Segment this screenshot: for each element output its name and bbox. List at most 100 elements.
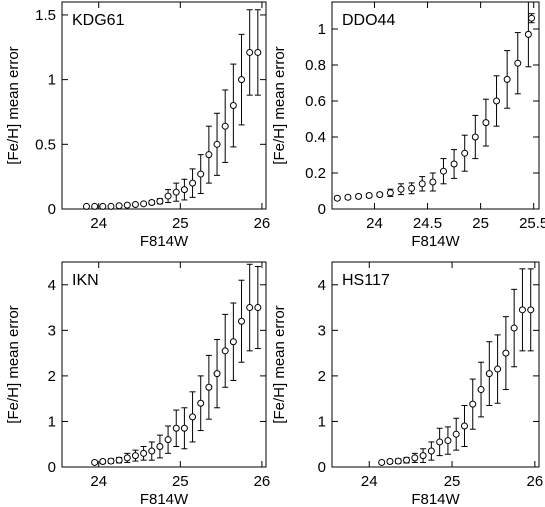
data-point bbox=[148, 199, 156, 207]
data-point bbox=[469, 400, 477, 408]
data-point bbox=[238, 76, 246, 84]
plot-frame bbox=[331, 1, 540, 210]
data-point bbox=[518, 306, 526, 314]
x-tick-label: 24 bbox=[90, 215, 107, 232]
data-point bbox=[394, 457, 402, 465]
data-point bbox=[527, 306, 535, 314]
data-point bbox=[439, 167, 447, 175]
data-point bbox=[221, 347, 229, 355]
y-tick-label: 1 bbox=[318, 413, 326, 430]
data-point bbox=[397, 185, 405, 193]
data-point bbox=[524, 30, 532, 38]
data-point bbox=[156, 443, 164, 450]
data-point bbox=[172, 188, 180, 196]
chart-panel: 24 25 26 0 1 2 3 4 F814W [Fe/H] mean error HS117 bbox=[271, 261, 544, 507]
data-point bbox=[461, 149, 469, 157]
panel-title: IKN bbox=[72, 272, 99, 289]
y-tick-label: 2 bbox=[48, 368, 56, 385]
x-tick-label: 25 bbox=[444, 473, 461, 490]
data-point bbox=[123, 201, 131, 209]
data-point bbox=[238, 317, 246, 325]
y-tick-label: 1 bbox=[48, 413, 56, 430]
y-tick-label: 1 bbox=[48, 72, 56, 89]
y-tick-label: 3 bbox=[318, 322, 326, 339]
y-tick-label: 0 bbox=[318, 459, 326, 476]
data-point bbox=[172, 424, 180, 432]
x-tick-label: 24 bbox=[361, 473, 378, 490]
x-axis-label: F814W bbox=[411, 491, 460, 507]
data-point bbox=[205, 383, 213, 391]
data-point bbox=[189, 413, 197, 421]
data-point bbox=[444, 437, 452, 445]
x-tick-label: 24.5 bbox=[413, 215, 442, 232]
chart-panel: 24 25 26 0 1 2 3 4 F814W [Fe/H] mean error IKN bbox=[5, 261, 271, 507]
data-point bbox=[333, 194, 341, 202]
data-point bbox=[477, 386, 485, 394]
y-tick-label: 0.5 bbox=[35, 136, 56, 153]
data-point bbox=[254, 304, 262, 312]
data-point bbox=[503, 75, 511, 83]
plot-frame bbox=[61, 1, 267, 210]
y-tick-label: 0.4 bbox=[305, 129, 326, 146]
data-point bbox=[148, 447, 156, 455]
data-point bbox=[386, 189, 394, 197]
x-axis-label: F814W bbox=[140, 491, 189, 507]
x-tick-label: 24 bbox=[90, 473, 107, 490]
data-point bbox=[123, 454, 131, 462]
data-point bbox=[419, 452, 427, 460]
data-point bbox=[460, 422, 468, 430]
data-point bbox=[528, 14, 536, 22]
plot-frame bbox=[61, 261, 267, 468]
data-point bbox=[91, 202, 99, 210]
x-tick-label: 26 bbox=[254, 215, 271, 232]
data-point bbox=[197, 170, 205, 178]
y-tick-label: 3 bbox=[48, 322, 56, 339]
y-tick-label: 0.2 bbox=[305, 165, 326, 182]
x-axis-label: F814W bbox=[411, 233, 460, 250]
y-axis-label: [Fe/H] mean error bbox=[271, 305, 288, 423]
data-point bbox=[493, 97, 501, 105]
data-point bbox=[140, 449, 148, 457]
chart-panel: 24 24.5 25 25.5 0 0.2 0.4 0.6 0.8 1 F814W [Fe/H] me… bbox=[271, 1, 545, 250]
data-point bbox=[386, 458, 394, 466]
data-point bbox=[213, 370, 221, 378]
data-point bbox=[427, 447, 435, 455]
y-tick-label: 0 bbox=[48, 459, 56, 476]
x-tick-label: 26 bbox=[527, 473, 544, 490]
y-tick-label: 0 bbox=[48, 201, 56, 218]
panel-title: HS117 bbox=[342, 272, 390, 289]
data-point bbox=[140, 200, 148, 208]
data-point bbox=[378, 458, 386, 466]
data-point bbox=[107, 202, 115, 210]
plot-frame bbox=[331, 261, 540, 468]
x-axis-label: F814W bbox=[140, 233, 189, 250]
x-tick-label: 26 bbox=[254, 473, 271, 490]
data-point bbox=[494, 365, 502, 373]
data-point bbox=[485, 370, 493, 378]
data-point bbox=[246, 304, 254, 312]
data-point bbox=[91, 458, 99, 466]
data-point bbox=[376, 191, 384, 199]
data-point bbox=[403, 456, 411, 464]
data-point bbox=[411, 454, 419, 462]
x-tick-label: 25 bbox=[472, 215, 489, 232]
data-point bbox=[229, 102, 237, 109]
data-point bbox=[510, 324, 518, 332]
data-point bbox=[344, 193, 352, 201]
data-point bbox=[471, 133, 479, 141]
data-point bbox=[164, 436, 172, 444]
chart-panel: 24 25 26 0 0.5 1 1.5 F814W [Fe/H] mean error KDG6… bbox=[5, 1, 271, 250]
data-point bbox=[221, 122, 229, 130]
data-point bbox=[189, 179, 197, 187]
y-tick-label: 4 bbox=[318, 277, 326, 294]
panel-title: KDG61 bbox=[72, 12, 125, 29]
x-tick-label: 25 bbox=[172, 473, 189, 490]
data-point bbox=[107, 457, 115, 465]
data-point bbox=[514, 59, 522, 67]
data-point bbox=[436, 438, 444, 446]
panel-title: DDO44 bbox=[342, 12, 395, 29]
data-point bbox=[229, 338, 237, 346]
data-point bbox=[355, 192, 363, 200]
data-point bbox=[450, 160, 458, 168]
